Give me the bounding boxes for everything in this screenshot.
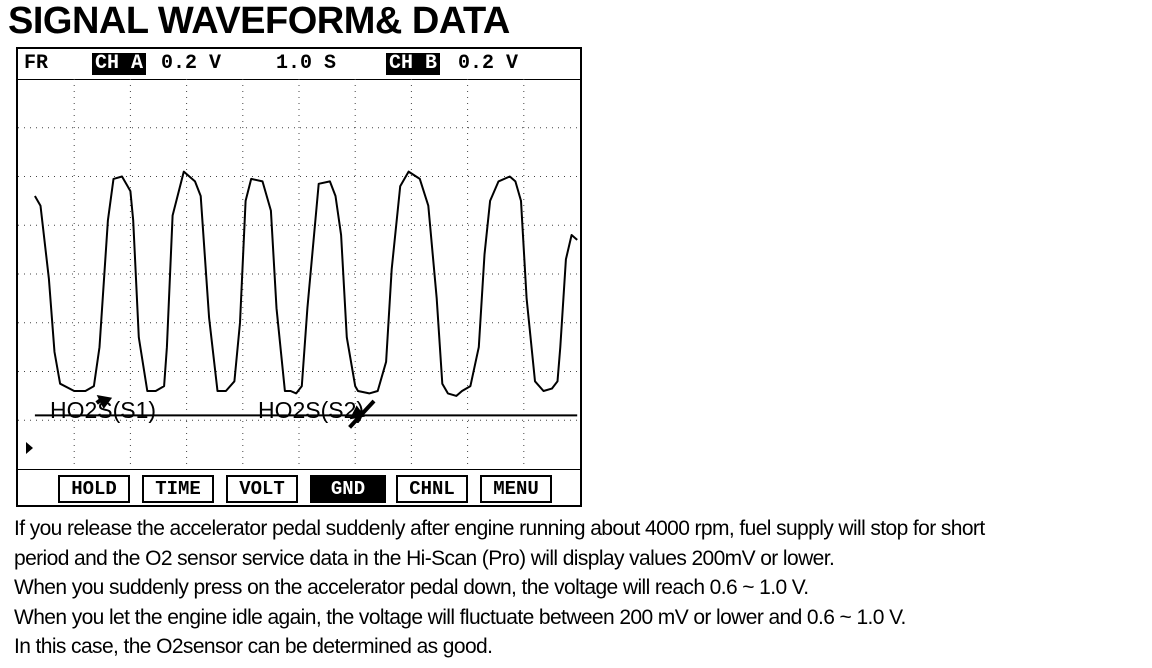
softkey-chnl[interactable]: CHNL	[396, 475, 468, 503]
channel-b-label[interactable]: CH B	[386, 53, 441, 75]
description-line: When you suddenly press on the accelerat…	[14, 576, 809, 599]
oscilloscope-screen: FR CH A 0.2 V 1.0 S CH B 0.2 V HO2S(S1) …	[16, 47, 582, 507]
description-line: If you release the accelerator pedal sud…	[14, 517, 985, 540]
annotation-arrow-head-icon	[349, 405, 365, 420]
waveform-plot	[18, 79, 580, 469]
freeze-mode-label: FR	[24, 52, 49, 75]
description-text: If you release the accelerator pedal sud…	[14, 514, 1148, 662]
softkey-hold[interactable]: HOLD	[58, 475, 130, 503]
softkey-gnd[interactable]: GND	[310, 475, 386, 503]
trigger-marker-icon	[26, 442, 33, 454]
channel-b-scale: 0.2 V	[458, 52, 519, 75]
softkey-time[interactable]: TIME	[142, 475, 214, 503]
description-line: In this case, the O2sensor can be determ…	[14, 635, 493, 658]
softkey-menu[interactable]: MENU	[480, 475, 552, 503]
softkey-bar: HOLD TIME VOLT GND CHNL MENU	[18, 469, 580, 506]
series-line-ho2s-s1	[34, 170, 578, 397]
annotation-arrow-head-icon	[96, 395, 113, 409]
description-line: When you let the engine idle again, the …	[14, 605, 906, 629]
channel-a-label[interactable]: CH A	[92, 53, 147, 75]
plot-grid	[18, 79, 580, 469]
plot-traces	[34, 170, 578, 417]
softkey-volt[interactable]: VOLT	[226, 475, 298, 503]
channel-a-scale: 0.2 V	[161, 52, 222, 75]
scope-header: FR CH A 0.2 V 1.0 S CH B 0.2 V	[18, 49, 580, 80]
description-line: period and the O2 sensor service data in…	[14, 546, 835, 570]
annotation-ho2s-s1: HO2S(S1)	[50, 397, 157, 423]
annotation-ho2s-s2: HO2S(S2)	[258, 397, 365, 423]
page-title: SIGNAL WAVEFORM& DATA	[8, 0, 510, 42]
time-scale: 1.0 S	[276, 52, 337, 75]
annotation-arrows	[95, 395, 376, 429]
